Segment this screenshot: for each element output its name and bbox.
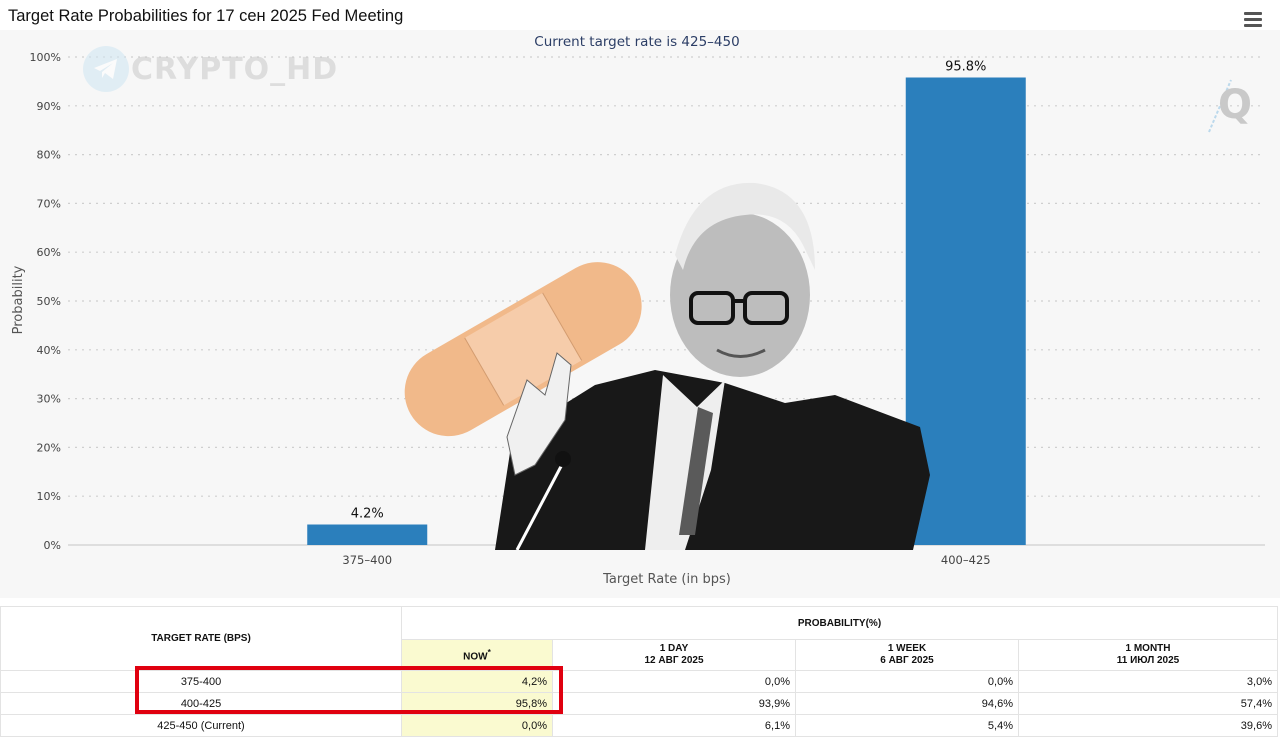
col-1day-header: 1 DAY 12 АВГ 2025 bbox=[552, 639, 796, 671]
week-cell: 94,6% bbox=[795, 692, 1019, 715]
watermark-text: CRYPTO_HD bbox=[131, 51, 339, 87]
y-tick-label: 80% bbox=[37, 149, 61, 162]
col-1week-date: 6 АВГ 2025 bbox=[880, 655, 934, 666]
y-axis-label: Probability bbox=[11, 265, 26, 334]
week-cell: 5,4% bbox=[795, 714, 1019, 737]
col-now-label: NOW bbox=[463, 651, 488, 663]
now-cell: 4,2% bbox=[401, 670, 553, 693]
telegram-icon bbox=[83, 46, 129, 92]
day-cell: 0,0% bbox=[552, 670, 796, 693]
week-cell: 0,0% bbox=[795, 670, 1019, 693]
col-1week-label: 1 WEEK bbox=[887, 643, 927, 654]
month-cell: 39,6% bbox=[1018, 714, 1278, 737]
y-tick-label: 60% bbox=[37, 246, 61, 259]
probability-table: TARGET RATE (BPS) PROBABILITY(%) NOW* 1 … bbox=[0, 606, 1278, 737]
bar-data-label: 4.2% bbox=[351, 507, 384, 522]
y-tick-label: 70% bbox=[37, 197, 61, 210]
rate-cell: 375-400 bbox=[0, 670, 402, 693]
y-tick-label: 10% bbox=[37, 490, 61, 503]
y-tick-label: 50% bbox=[37, 295, 61, 308]
rate-cell: 425-450 (Current) bbox=[0, 714, 402, 737]
chart-subtitle: Current target rate is 425–450 bbox=[534, 34, 739, 50]
q-logo-letter: Q bbox=[1218, 82, 1252, 128]
col-now-header: NOW* bbox=[401, 639, 553, 671]
col-1day-date: 12 АВГ 2025 bbox=[644, 655, 704, 666]
day-cell: 93,9% bbox=[552, 692, 796, 715]
bar bbox=[307, 524, 428, 545]
x-tick-label: 400–425 bbox=[941, 553, 991, 567]
y-axis: 0% 10% 20% 30% 40% 50% 60% 70% 80% 90% 100% bbox=[30, 51, 61, 552]
now-cell: 0,0% bbox=[401, 714, 553, 737]
x-axis-label: Target Rate (in bps) bbox=[602, 572, 731, 587]
page-title: Target Rate Probabilities for 17 сен 202… bbox=[8, 7, 404, 25]
q-logo-icon: Q bbox=[1208, 79, 1252, 133]
y-tick-label: 40% bbox=[37, 344, 61, 357]
y-tick-label: 20% bbox=[37, 441, 61, 454]
table-row: 375-400 4,2% 0,0% 0,0% 3,0% bbox=[0, 670, 1278, 693]
month-cell: 3,0% bbox=[1018, 670, 1278, 693]
col-1month-header: 1 MONTH 11 ИЮЛ 2025 bbox=[1018, 639, 1278, 671]
day-cell: 6,1% bbox=[552, 714, 796, 737]
col-1month-label: 1 MONTH bbox=[1125, 643, 1171, 654]
y-tick-label: 90% bbox=[37, 100, 61, 113]
bar-data-label: 95.8% bbox=[945, 59, 986, 74]
rate-header: TARGET RATE (BPS) bbox=[0, 606, 402, 671]
table-row: 425-450 (Current) 0,0% 6,1% 5,4% 39,6% bbox=[0, 714, 1278, 737]
y-tick-label: 30% bbox=[37, 393, 61, 406]
col-1week-header: 1 WEEK 6 АВГ 2025 bbox=[795, 639, 1019, 671]
rate-cell: 400-425 bbox=[0, 692, 402, 715]
table-row: 400-425 95,8% 93,9% 94,6% 57,4% bbox=[0, 692, 1278, 715]
now-cell: 95,8% bbox=[401, 692, 553, 715]
probability-header: PROBABILITY(%) bbox=[401, 606, 1278, 640]
y-tick-label: 0% bbox=[44, 539, 61, 552]
chart-area: Current target rate is 425–450 0% 10% 20% 3… bbox=[0, 30, 1280, 598]
col-1month-date: 11 ИЮЛ 2025 bbox=[1116, 655, 1180, 666]
now-footnote-marker: * bbox=[487, 647, 491, 658]
y-tick-label: 100% bbox=[30, 51, 61, 64]
month-cell: 57,4% bbox=[1018, 692, 1278, 715]
col-1day-label: 1 DAY bbox=[659, 643, 689, 654]
hamburger-menu-icon[interactable] bbox=[1244, 12, 1262, 28]
telegram-watermark: CRYPTO_HD bbox=[83, 46, 338, 92]
x-axis: 375–400 400–425 bbox=[342, 553, 990, 567]
x-tick-label: 375–400 bbox=[342, 553, 392, 567]
overlay-photo-illustration bbox=[404, 182, 930, 550]
